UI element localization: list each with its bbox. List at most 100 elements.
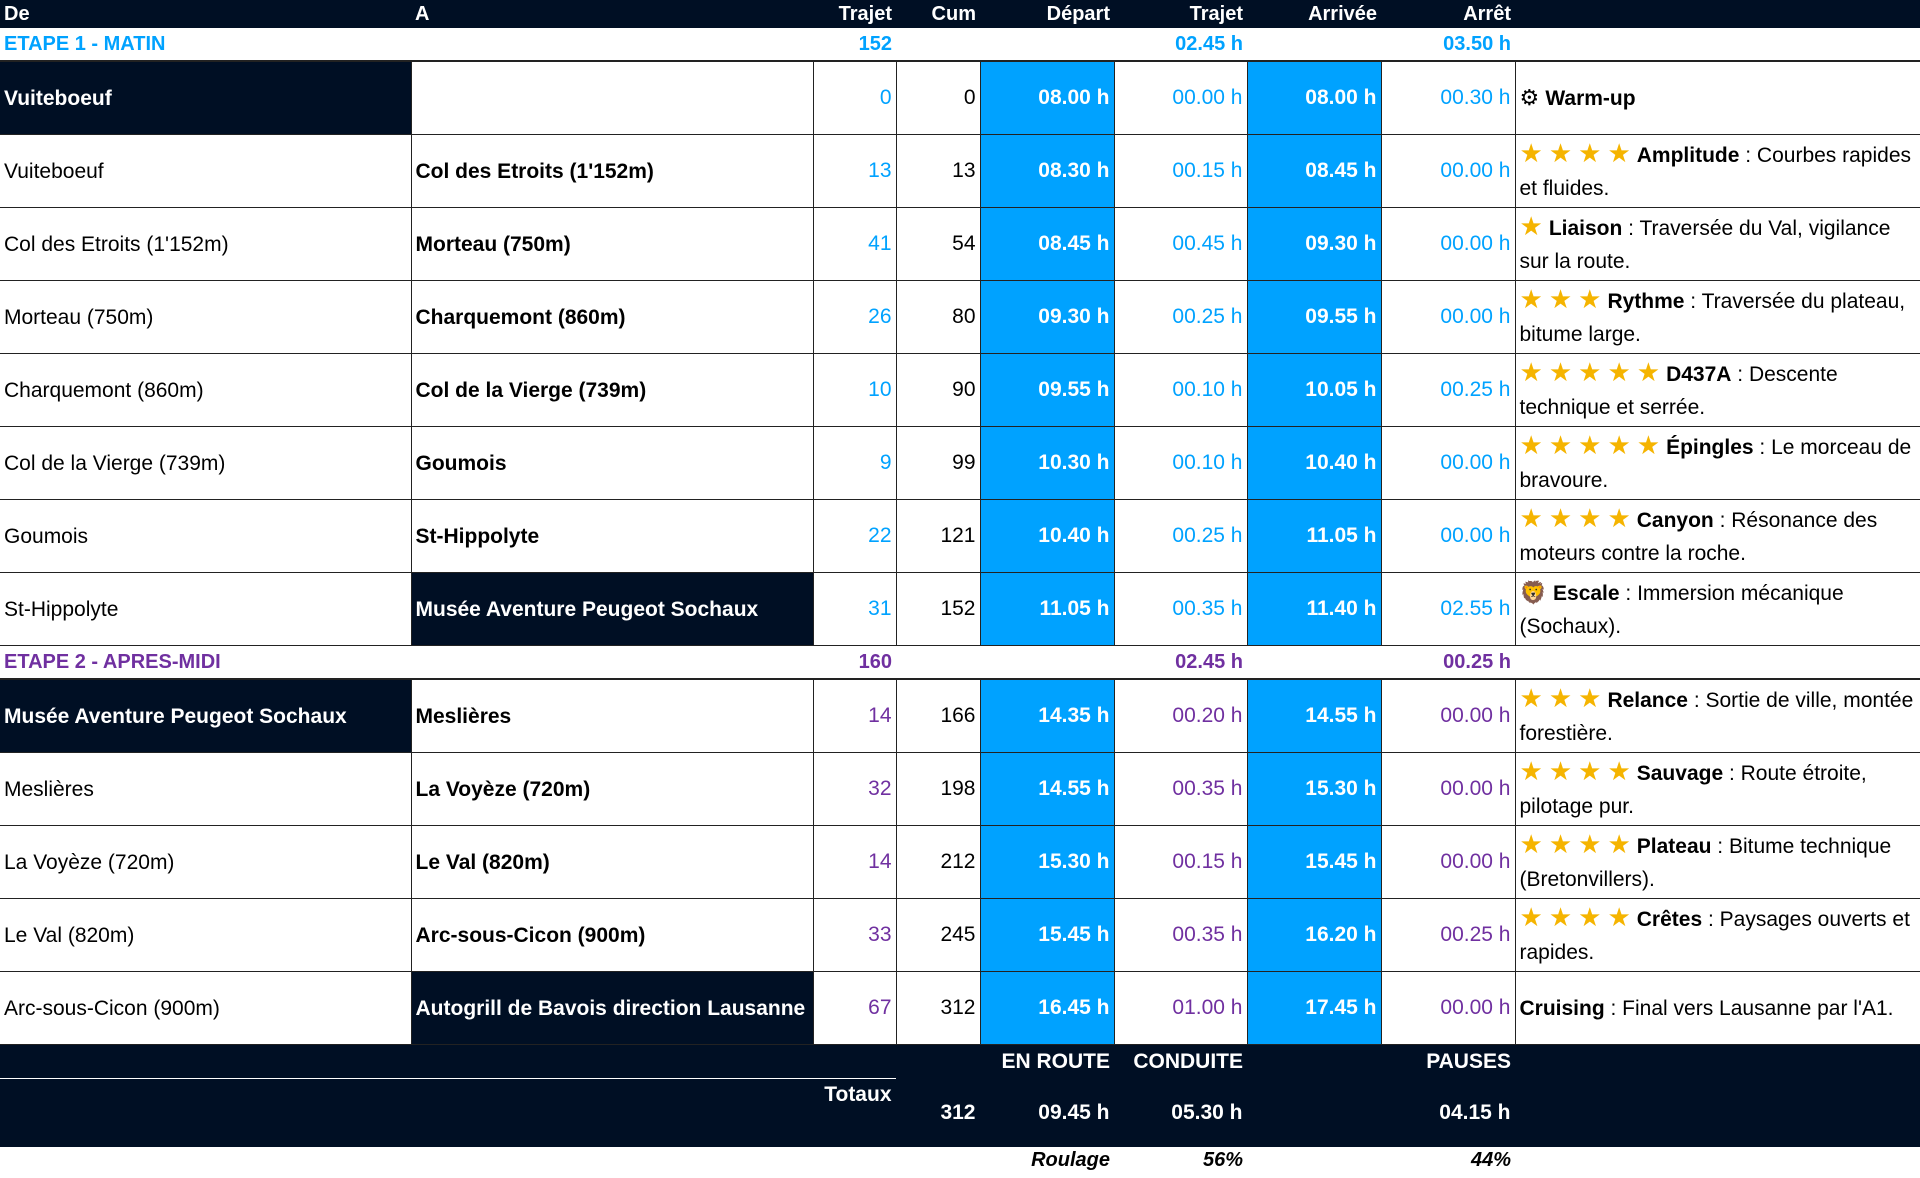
star-icon: ★ [1519,503,1543,533]
star-icon: ★ [1519,211,1543,241]
star-icon: ★ [1578,357,1602,387]
depart-time: 09.30 h [979,280,1115,354]
note-keyword: Canyon [1636,509,1714,532]
stage-trajet: 152 [813,28,896,62]
pauses-pct: 44% [1470,1149,1511,1171]
trajet-km: 0 [812,60,897,135]
from-cell: Arc-sous-Cicon (900m) [0,971,412,1045]
trajet-time: 00.15 h [1113,134,1248,208]
star-icon: ★ [1607,138,1631,168]
arrivee-time: 11.40 h [1246,572,1382,646]
note-keyword: Amplitude [1636,144,1740,167]
note-text: : Traversée du Val, vigilance sur la rou… [1519,217,1891,273]
arret-time: 00.00 h [1380,280,1516,354]
to-cell: Charquemont (860m) [410,280,814,354]
from-cell: Musée Aventure Peugeot Sochaux [0,678,412,753]
star-icon: ★ [1607,357,1631,387]
note-cell: ★ ★ ★ Relance : Sortie de ville, montée for… [1514,678,1920,753]
note-cell: ★ ★ ★ ★ ★ D437A : Descente technique et serré… [1514,353,1920,427]
header-notes [1515,0,1920,28]
note-cell: ★ ★ ★ ★ Sauvage : Route étroite, pilotage pu… [1514,752,1920,826]
depart-time: 08.30 h [979,134,1115,208]
trajet-km: 26 [812,280,897,354]
trajet-time: 00.10 h [1113,353,1248,427]
from-cell: Col des Etroits (1'152m) [0,207,412,281]
header-trajet: Trajet [813,0,896,28]
stage-arret: 03.50 h [1381,28,1515,62]
stage-row: ETAPE 2 - APRES-MIDI 160 02.45 h 00.25 h [0,645,1920,680]
star-icon: ★ [1578,284,1602,314]
arret-time: 00.00 h [1380,499,1516,573]
arrivee-time: 16.20 h [1246,898,1382,972]
table-row: Musée Aventure Peugeot Sochaux Meslières 1… [0,678,1920,753]
empty-cell [896,645,980,680]
note-text: : Route étroite, pilotage pur. [1519,762,1867,818]
star-icon: ★ [1519,430,1543,460]
star-icon: ★ [1578,756,1602,786]
table-row: Col des Etroits (1'152m) Morteau (750m) 41… [0,207,1920,281]
star-icon: ★ [1519,756,1543,786]
depart-time: 10.40 h [979,499,1115,573]
stage-arret: 00.25 h [1381,645,1515,680]
trajet-km: 13 [812,134,897,208]
note-keyword: Warm-up [1545,87,1636,110]
stage-row: ETAPE 1 - MATIN 152 02.45 h 03.50 h [0,28,1920,62]
cum-km: 166 [895,678,981,753]
note-keyword: Escale [1553,581,1620,605]
trajet-km: 32 [812,752,897,826]
depart-time: 16.45 h [979,971,1115,1045]
table-row: Le Val (820m) Arc-sous-Cicon (900m) 33 245 1… [0,898,1920,972]
stage-trajet: 160 [813,645,896,680]
arret-time: 02.55 h [1380,572,1516,646]
note-keyword: Liaison [1548,217,1623,240]
note-cell: ★ Liaison : Traversée du Val, vigilance s… [1514,207,1920,281]
note-text: : Courbes rapides et fluides. [1519,144,1912,200]
empty-cell [1247,28,1381,62]
note-text: : Bitume technique (Bretonvillers). [1519,835,1892,891]
stage-title: ETAPE 1 - MATIN [0,28,411,62]
star-icon: ★ [1548,683,1573,713]
roulage-pct: 56% [1202,1149,1243,1171]
star-icon: ★ [1548,829,1573,859]
star-icon: ★ [1607,430,1631,460]
empty-cell [980,645,1114,680]
star-icon: ★ [1578,902,1602,932]
to-cell: Autogrill de Bavois direction Lausanne [410,971,814,1045]
arrivee-time: 15.45 h [1246,825,1382,899]
empty-cell [1247,645,1381,680]
star-icon: ★ [1548,503,1573,533]
trajet-km: 14 [812,825,897,899]
star-icon: ★ [1607,902,1631,932]
trajet-time: 00.25 h [1113,499,1248,573]
star-icon: ★ [1578,503,1602,533]
cum-km: 0 [895,60,981,135]
note-keyword: Cruising [1519,996,1605,1020]
trajet-time: 00.15 h [1113,825,1248,899]
header-de: De [0,0,411,28]
from-cell: St-Hippolyte [0,572,412,646]
star-icon: ★ [1519,902,1543,932]
depart-time: 11.05 h [979,572,1115,646]
star-icon: ★ [1519,829,1543,859]
cum-km: 212 [895,825,981,899]
header-arrivee: Arrivée [1247,0,1381,28]
totals-label-row: EN ROUTE CONDUITE PAUSES [0,1044,1920,1079]
conduite-label: CONDUITE [1114,1044,1247,1079]
arret-time: 00.25 h [1380,898,1516,972]
roulage-row: Roulage 56% 44% [0,1147,1920,1175]
arrivee-time: 15.30 h [1246,752,1382,826]
cum-km: 152 [895,572,981,646]
trajet-time: 00.45 h [1113,207,1248,281]
from-cell: Meslières [0,752,412,826]
note-text: : Immersion mécanique (Sochaux). [1519,581,1844,638]
to-cell: Col des Etroits (1'152m) [410,134,814,208]
from-cell: Charquemont (860m) [0,353,412,427]
arret-time: 00.00 h [1380,134,1516,208]
empty-cell [980,28,1114,62]
arrivee-time: 11.05 h [1246,499,1382,573]
totals-km: 312 [895,1078,981,1147]
cum-km: 121 [895,499,981,573]
arrivee-time: 08.00 h [1246,60,1382,135]
star-icon: ★ [1578,430,1602,460]
